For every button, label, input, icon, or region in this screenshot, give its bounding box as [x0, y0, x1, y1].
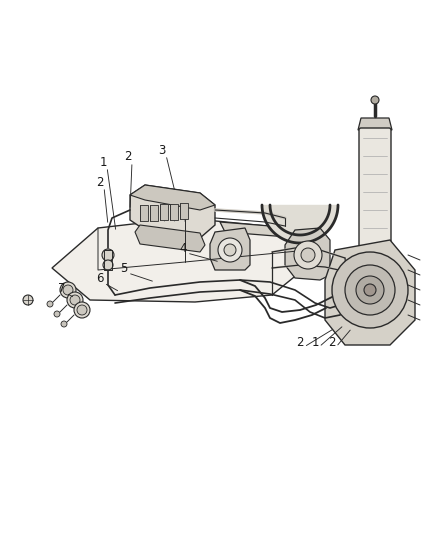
Circle shape [67, 292, 83, 308]
Text: 7: 7 [58, 281, 66, 295]
Circle shape [364, 284, 376, 296]
Text: 5: 5 [120, 262, 128, 274]
Text: 6: 6 [96, 271, 104, 285]
Circle shape [63, 285, 73, 295]
Polygon shape [358, 118, 392, 130]
Circle shape [23, 295, 33, 305]
Circle shape [356, 276, 384, 304]
Polygon shape [130, 185, 215, 238]
Circle shape [332, 252, 408, 328]
Circle shape [60, 282, 76, 298]
Circle shape [61, 321, 67, 327]
Circle shape [301, 248, 315, 262]
Polygon shape [52, 218, 315, 302]
Circle shape [70, 295, 80, 305]
Circle shape [54, 311, 60, 317]
Circle shape [361, 286, 371, 296]
Text: 1: 1 [311, 335, 319, 349]
Circle shape [47, 301, 53, 307]
Circle shape [355, 296, 365, 306]
Circle shape [224, 244, 236, 256]
Circle shape [102, 249, 114, 261]
Circle shape [371, 96, 379, 104]
Polygon shape [170, 204, 178, 220]
Text: 3: 3 [158, 143, 166, 157]
Text: 2: 2 [296, 335, 304, 349]
Polygon shape [220, 222, 300, 238]
FancyBboxPatch shape [359, 128, 391, 267]
Circle shape [218, 238, 242, 262]
Text: 2: 2 [328, 335, 336, 349]
Text: 1: 1 [99, 156, 107, 168]
Circle shape [294, 241, 322, 269]
Polygon shape [150, 205, 158, 221]
Polygon shape [140, 205, 148, 221]
Text: 2: 2 [124, 150, 132, 164]
Polygon shape [135, 225, 205, 252]
Polygon shape [285, 228, 330, 280]
Text: 4: 4 [179, 241, 187, 254]
Circle shape [345, 265, 395, 315]
Circle shape [74, 302, 90, 318]
Circle shape [77, 305, 87, 315]
Polygon shape [160, 204, 168, 220]
Polygon shape [325, 240, 415, 345]
Text: 2: 2 [96, 175, 104, 189]
Polygon shape [130, 185, 215, 210]
Polygon shape [180, 203, 188, 219]
Circle shape [103, 260, 113, 270]
Polygon shape [210, 228, 250, 270]
